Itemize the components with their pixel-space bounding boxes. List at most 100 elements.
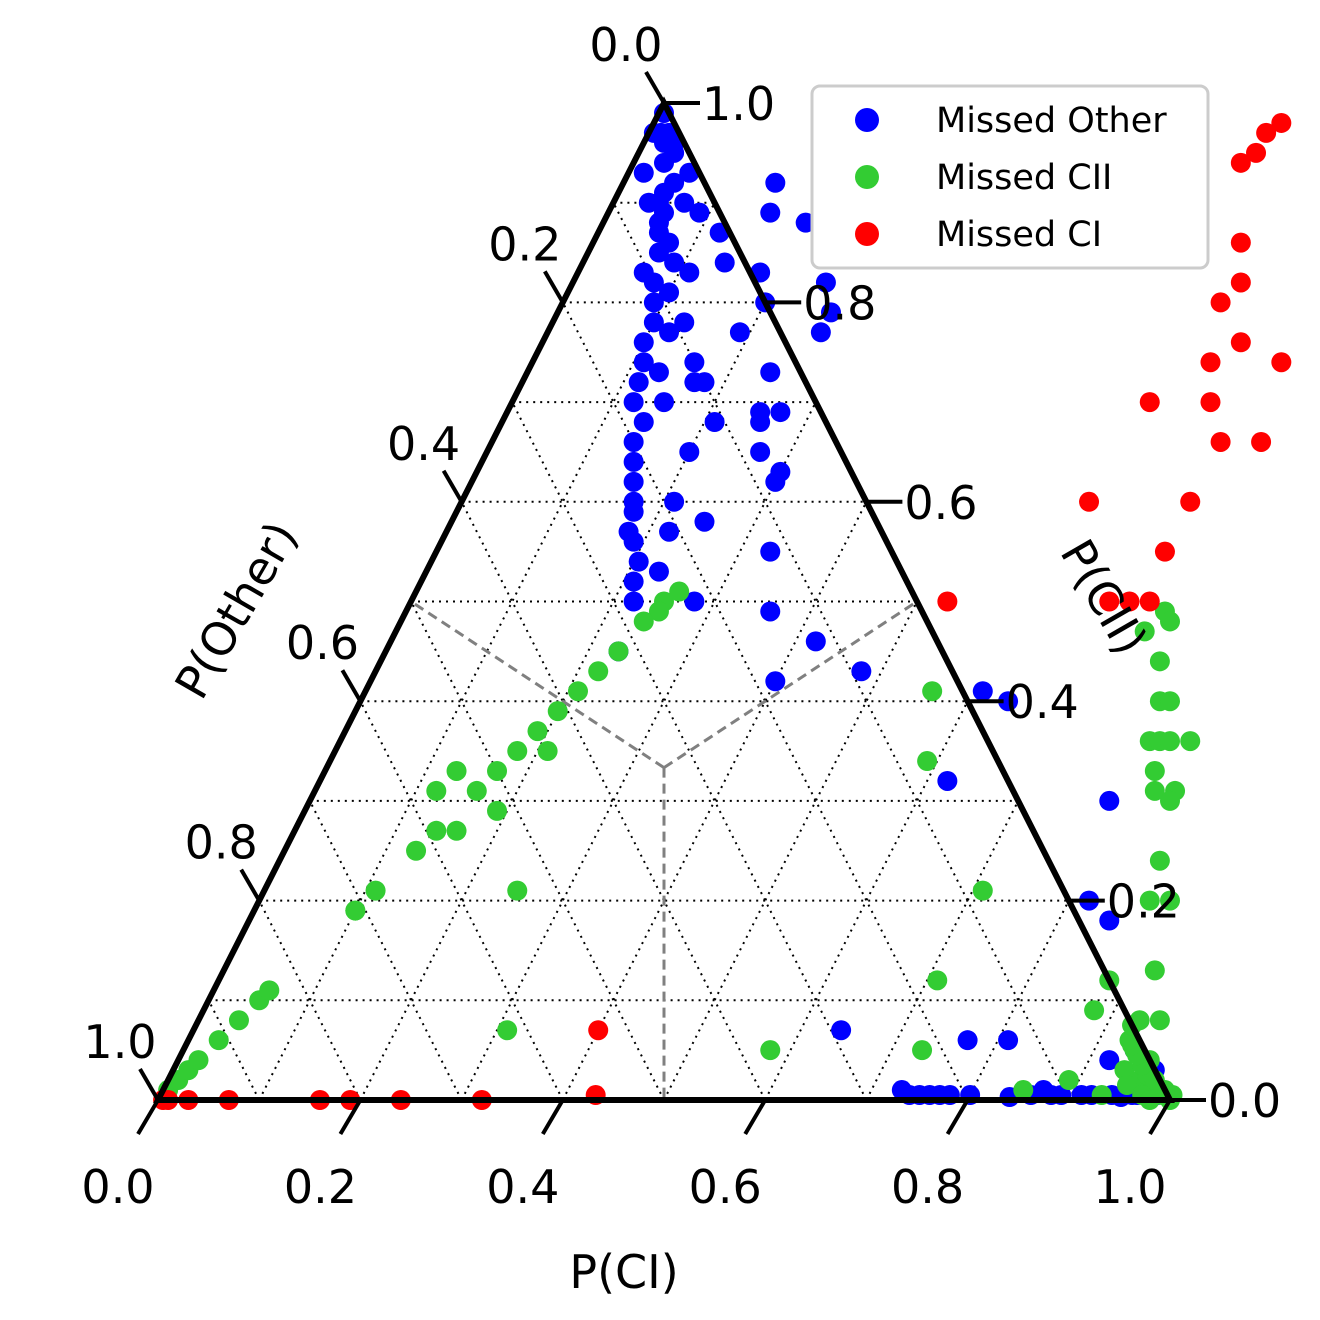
legend-marker-missed-other (855, 108, 879, 132)
grid-line-ci-5 (663, 601, 918, 1101)
point-missed-other-23 (623, 501, 644, 522)
legend: Missed Other Missed CII Missed CI (810, 84, 1210, 270)
point-missed-other-65 (659, 232, 680, 253)
point-missed-other-84 (1099, 790, 1120, 811)
point-missed-other-46 (760, 202, 781, 223)
point-missed-cii-71 (1116, 1075, 1137, 1096)
point-missed-cii-7 (259, 980, 280, 1001)
left-tick-1 (543, 270, 565, 304)
point-missed-other-43 (760, 362, 781, 383)
point-missed-other-27 (623, 571, 644, 592)
point-missed-ci-19 (1251, 431, 1272, 452)
point-missed-ci-21 (1210, 292, 1231, 313)
point-missed-cii-33 (927, 970, 948, 991)
grid-line-ci-3 (460, 401, 817, 1101)
point-missed-other-62 (664, 142, 685, 163)
legend-marker-missed-ci (855, 222, 879, 246)
decision-boundaries (410, 600, 918, 1100)
left-tick-label-2: 0.4 (387, 417, 460, 471)
point-missed-cii-29 (507, 880, 528, 901)
point-missed-ci-9 (588, 1020, 609, 1041)
point-missed-cii-39 (1160, 611, 1180, 632)
point-missed-other-57 (679, 441, 700, 462)
point-missed-cii-12 (487, 760, 508, 781)
left-tick-0 (644, 70, 666, 105)
point-missed-cii-49 (1144, 780, 1165, 801)
right-tick-label-2: 0.4 (1006, 675, 1079, 729)
point-missed-ci-30 (1271, 352, 1292, 373)
point-missed-cii-5 (228, 1010, 249, 1031)
point-missed-ci-20 (1200, 352, 1221, 373)
point-missed-cii-13 (507, 741, 528, 762)
point-missed-cii-24 (446, 760, 467, 781)
point-missed-cii-16 (567, 681, 588, 702)
left-tick-label-0: 0.0 (589, 18, 662, 72)
point-missed-ci-13 (1119, 591, 1140, 612)
point-missed-cii-73 (1058, 1070, 1079, 1091)
point-missed-other-32 (729, 322, 750, 343)
point-missed-other-47 (770, 402, 791, 423)
point-missed-cii-27 (466, 780, 487, 801)
point-missed-cii-31 (497, 1020, 518, 1041)
point-missed-ci-22 (1230, 232, 1251, 253)
left-tick-2 (441, 469, 464, 503)
point-missed-ci-10 (937, 591, 958, 612)
bottom-tick-5 (1148, 1098, 1172, 1136)
bottom-tick-label-1: 0.2 (284, 1160, 357, 1214)
point-missed-cii-26 (487, 800, 508, 821)
point-missed-cii-47 (1180, 731, 1201, 752)
point-missed-cii-30 (345, 900, 366, 921)
point-missed-other-72 (694, 372, 715, 393)
point-missed-cii-11 (426, 820, 447, 841)
point-missed-other-66 (659, 282, 680, 303)
point-missed-cii-17 (588, 661, 609, 682)
point-missed-other-68 (648, 362, 669, 383)
bottom-tick-label-3: 0.6 (689, 1160, 762, 1214)
point-missed-cii-9 (365, 880, 386, 901)
point-missed-ci-23 (1230, 152, 1251, 173)
point-missed-other-39 (760, 601, 781, 622)
point-missed-ci-11 (1079, 491, 1100, 512)
point-missed-other-20 (623, 451, 644, 472)
bottom-tick-0 (136, 1098, 160, 1136)
point-missed-other-76 (810, 322, 831, 343)
point-missed-other-86 (1099, 910, 1120, 931)
point-missed-ci-31 (1200, 392, 1221, 413)
axis-ticks: 0.0 0.0 0.0 0.2 0.2 0.2 0.4 0.4 0.4 0.6 0.6 0.6 0.8 0… (81, 18, 1281, 1214)
point-missed-other-82 (972, 681, 993, 702)
point-missed-cii-3 (188, 1050, 209, 1071)
point-missed-other-28 (623, 591, 644, 612)
point-missed-cii-21 (669, 581, 690, 602)
point-missed-cii-35 (917, 751, 938, 772)
point-missed-other-53 (664, 491, 685, 512)
point-missed-cii-22 (633, 611, 654, 632)
left-tick-3 (340, 669, 363, 703)
legend-marker-missed-cii (855, 165, 879, 189)
bottom-tick-label-2: 0.4 (486, 1160, 559, 1214)
point-missed-cii-53 (1139, 890, 1160, 911)
left-tick-label-1: 0.2 (488, 217, 561, 271)
point-missed-cii-41 (1149, 651, 1170, 672)
right-tick-label-0: 0.0 (1208, 1074, 1281, 1128)
point-missed-other-69 (659, 521, 680, 542)
point-missed-cii-46 (1160, 731, 1180, 752)
point-missed-cii-48 (1144, 760, 1165, 781)
point-missed-other-33 (704, 412, 725, 433)
point-missed-other-36 (805, 631, 826, 652)
point-missed-other-50 (679, 262, 700, 283)
point-missed-cii-59 (1149, 1010, 1170, 1031)
legend-label-missed-ci: Missed CI (936, 215, 1102, 255)
point-missed-cii-4 (208, 1030, 229, 1051)
left-tick-label-5: 1.0 (83, 1015, 156, 1069)
point-missed-cii-36 (922, 681, 943, 702)
point-missed-other-102 (1099, 1050, 1120, 1071)
right-tick-label-5: 1.0 (702, 77, 775, 131)
point-missed-cii-72 (1013, 1080, 1034, 1101)
point-missed-other-71 (750, 412, 771, 433)
point-missed-other-77 (815, 272, 836, 293)
point-missed-other-18 (633, 412, 654, 433)
left-tick-label-3: 0.6 (286, 616, 359, 670)
point-missed-other-15 (633, 352, 654, 373)
point-missed-ci-29 (1154, 541, 1175, 562)
point-missed-other-13 (643, 312, 664, 333)
